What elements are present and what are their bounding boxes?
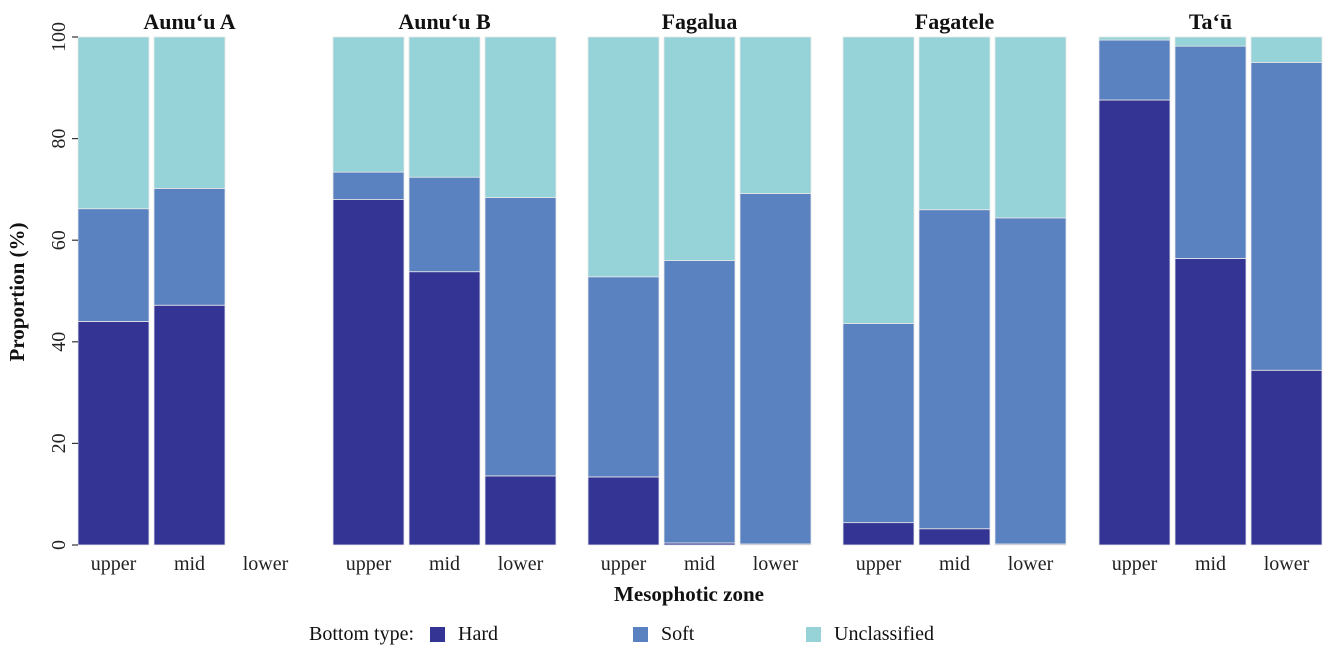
bar-segment-unclassified — [484, 36, 557, 198]
panel-title: Ta‘ū — [1189, 9, 1232, 34]
panel-title: Fagalua — [662, 9, 738, 34]
bar-segment-unclassified — [153, 36, 226, 189]
bar-segment-unclassified — [1098, 36, 1171, 41]
bar-segment-hard — [408, 271, 481, 546]
bar-segment-soft — [332, 171, 405, 200]
panel: Aunu‘u B upper mid lower — [332, 9, 557, 575]
x-tick-label: lower — [1264, 553, 1310, 575]
panel-title: Fagatele — [915, 9, 995, 34]
x-tick-label: mid — [939, 553, 970, 575]
bar-segment-unclassified — [1174, 36, 1247, 47]
bar-segment-soft — [484, 197, 557, 477]
bar-segment-unclassified — [1250, 36, 1323, 63]
bar-segment-hard — [77, 321, 150, 546]
bar-segment-hard — [332, 199, 405, 546]
y-tick-label: 100 — [48, 22, 70, 52]
bar-segment-soft — [842, 323, 915, 524]
x-tick-label: lower — [1008, 553, 1054, 575]
bar-segment-unclassified — [739, 36, 812, 194]
bar-segment-unclassified — [408, 36, 481, 178]
bar-segment-unclassified — [77, 36, 150, 210]
y-axis-label: Proportion (%) — [5, 222, 29, 361]
panel: Fagalua upper mid lower — [587, 9, 812, 575]
legend-title: Bottom type: — [309, 623, 414, 645]
x-tick-label: mid — [1195, 553, 1226, 575]
x-tick-label: upper — [856, 553, 902, 575]
bar-segment-unclassified — [842, 36, 915, 324]
legend-swatch-hard — [430, 627, 445, 642]
bar-segment-hard — [153, 304, 226, 546]
x-tick-label: upper — [1112, 553, 1158, 575]
panels: Aunu‘u A upper mid lower Aunu‘u B upper mid low… — [77, 9, 1323, 575]
y-tick-label: 40 — [48, 332, 70, 352]
bar-segment-hard — [1250, 369, 1323, 546]
bar-segment-hard — [1098, 99, 1171, 546]
bar-segment-unclassified — [918, 36, 991, 211]
bar-segment-hard — [484, 475, 557, 546]
bar-segment-hard — [842, 522, 915, 546]
bar-segment-soft — [1098, 39, 1171, 101]
legend-swatch-unclassified — [806, 627, 821, 642]
legend: Bottom type: Hard Soft Unclassified — [309, 623, 934, 645]
bar-segment-soft — [739, 193, 812, 545]
x-tick-label: mid — [174, 553, 205, 575]
bar-segment-unclassified — [663, 36, 736, 261]
x-tick-label: mid — [684, 553, 715, 575]
y-axis: 0 20 40 60 80 100 — [48, 22, 78, 550]
bar-segment-soft — [77, 208, 150, 322]
bar-segment-soft — [1250, 62, 1323, 371]
bar-segment-unclassified — [587, 36, 660, 278]
y-tick-label: 0 — [48, 540, 70, 550]
x-tick-label: mid — [429, 553, 460, 575]
panel: Fagatele upper mid lower — [842, 9, 1067, 575]
bar-segment-hard — [1174, 258, 1247, 546]
bar-segment-soft — [918, 209, 991, 530]
y-tick-label: 80 — [48, 129, 70, 149]
x-axis-label: Mesophotic zone — [614, 582, 764, 606]
legend-label-unclassified: Unclassified — [834, 623, 934, 645]
x-tick-label: upper — [601, 553, 647, 575]
bar-segment-soft — [994, 217, 1067, 545]
legend-swatch-soft — [633, 627, 648, 642]
panel: Ta‘ū upper mid lower — [1098, 9, 1323, 575]
x-tick-label: upper — [346, 553, 392, 575]
bar-segment-hard — [918, 528, 991, 546]
panel: Aunu‘u A upper mid lower — [77, 9, 289, 575]
y-tick-label: 20 — [48, 433, 70, 453]
bar-segment-unclassified — [332, 36, 405, 173]
y-tick-label: 60 — [48, 230, 70, 250]
panel-title: Aunu‘u B — [398, 9, 491, 34]
x-tick-label: upper — [91, 553, 137, 575]
bar-segment-soft — [408, 176, 481, 273]
x-tick-label: lower — [753, 553, 799, 575]
x-tick-label: lower — [498, 553, 544, 575]
bar-segment-hard — [587, 476, 660, 546]
bar-segment-unclassified — [994, 36, 1067, 219]
legend-label-hard: Hard — [458, 623, 498, 645]
bar-segment-soft — [153, 187, 226, 306]
bar-segment-soft — [663, 260, 736, 544]
legend-label-soft: Soft — [661, 623, 695, 645]
panel-title: Aunu‘u A — [143, 9, 235, 34]
bar-segment-soft — [1174, 45, 1247, 259]
bar-segment-soft — [587, 276, 660, 478]
x-tick-label: lower — [243, 553, 289, 575]
